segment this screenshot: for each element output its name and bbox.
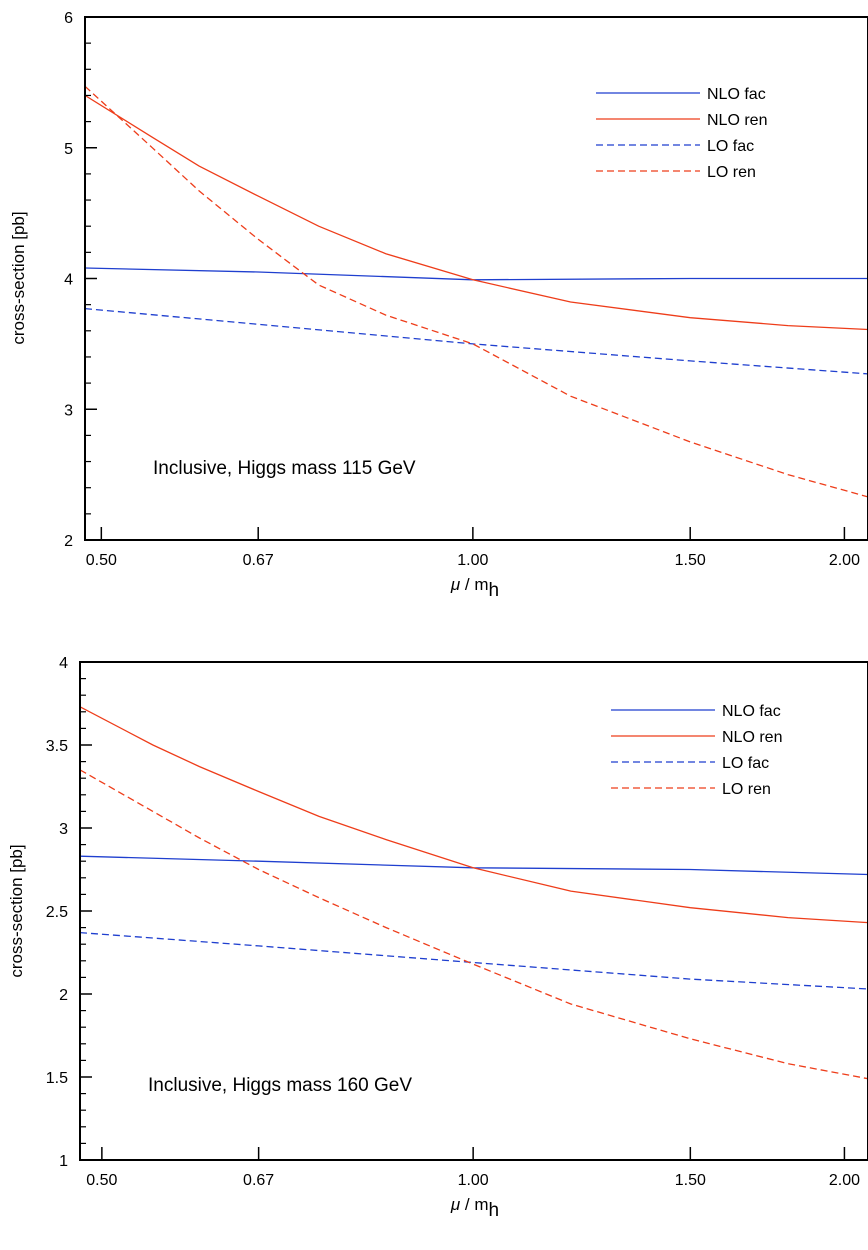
x-axis-title-symbol: μ [450,575,461,594]
series-group [80,706,868,1080]
y-tick-label: 2 [64,533,73,550]
y-tick-label: 4 [64,272,73,289]
series-line-lo-ren [85,85,868,498]
series-line-nlo-fac [80,855,868,876]
legend: NLO fac NLO ren LO fac LO ren [596,86,767,181]
legend-label: LO fac [722,755,769,772]
x-tick-label: 1.50 [675,552,706,569]
y-tick-label: 1.5 [46,1070,68,1087]
legend-label: NLO fac [722,703,781,720]
x-tick-label: 2.00 [829,1172,860,1189]
y-axis-title: cross-section [pb] [7,844,26,977]
x-tick-label: 1.00 [457,552,488,569]
y-tick-label: 4 [59,655,68,672]
chart-panel-2: 1 1.5 2 2.5 3 3.5 4 0.50 0.67 1.00 1.50 2.00 cross-s… [7,655,868,1221]
legend-label: LO fac [707,138,754,155]
x-tick-label: 1.00 [458,1172,489,1189]
series-line-nlo-ren [85,94,868,331]
y-axis: 1 1.5 2 2.5 3 3.5 4 [46,655,92,1170]
x-axis-title-base: m [474,575,488,594]
chart-annotation: Inclusive, Higgs mass 160 GeV [148,1075,412,1096]
series-line-nlo-fac [85,267,868,281]
x-tick-label: 2.00 [829,552,860,569]
x-axis-title-sep: / [460,575,474,594]
y-tick-label: 5 [64,141,73,158]
x-axis-title-sub: h [489,1200,500,1221]
x-axis-title: μ / mh [450,1195,499,1221]
x-tick-label: 0.67 [243,1172,274,1189]
x-tick-label: 0.50 [86,1172,117,1189]
series-line-lo-fac [80,931,868,990]
y-tick-label: 3.5 [46,738,68,755]
chart-annotation: Inclusive, Higgs mass 115 GeV [153,458,416,479]
y-axis: 2 3 4 5 6 [64,10,97,550]
y-tick-label: 3 [59,821,68,838]
y-tick-label: 1 [59,1153,68,1170]
legend-label: NLO fac [707,86,766,103]
x-tick-label: 1.50 [675,1172,706,1189]
legend-label: LO ren [722,781,771,798]
y-axis-title: cross-section [pb] [9,211,28,344]
legend-label: LO ren [707,164,756,181]
y-tick-label: 2 [59,987,68,1004]
series-line-lo-ren [80,769,868,1080]
x-axis-title: μ / mh [450,575,499,601]
y-tick-label: 2.5 [46,904,68,921]
x-axis-title-sep: / [460,1195,474,1214]
x-tick-label: 0.67 [243,552,274,569]
y-tick-label: 3 [64,402,73,419]
series-line-lo-fac [85,307,868,375]
x-tick-label: 0.50 [86,552,117,569]
legend: NLO fac NLO ren LO fac LO ren [611,703,782,798]
legend-label: NLO ren [722,729,782,746]
series-line-nlo-ren [80,706,868,924]
x-axis: 0.50 0.67 1.00 1.50 2.00 [86,1147,860,1189]
y-tick-label: 6 [64,10,73,27]
series-group [85,85,868,498]
chart-panel-1: 2 3 4 5 6 0.50 0.67 1.00 1.50 2.00 cross-section [… [9,10,868,601]
x-axis-title-sub: h [489,580,500,601]
x-axis-title-base: m [474,1195,488,1214]
x-axis: 0.50 0.67 1.00 1.50 2.00 [86,527,860,569]
x-axis-title-symbol: μ [450,1195,461,1214]
legend-label: NLO ren [707,112,767,129]
